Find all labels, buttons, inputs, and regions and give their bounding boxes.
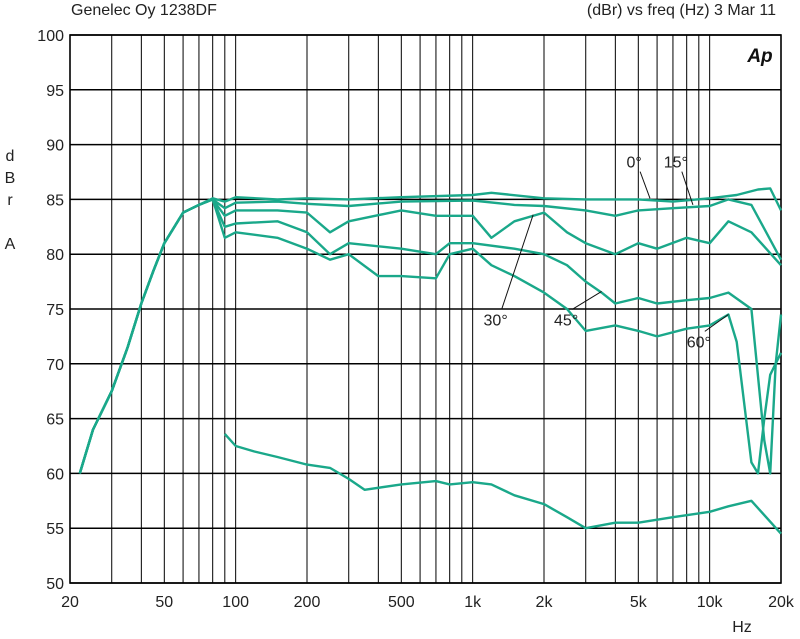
annotation-leader (704, 314, 729, 332)
annotation-label: 45° (554, 312, 578, 329)
x-tick-label: 100 (222, 594, 249, 611)
y-tick-label: 100 (37, 28, 64, 45)
y-tick-label: 90 (46, 138, 64, 155)
chart-header-left: Genelec Oy 1238DF (71, 2, 217, 19)
x-tick-label: 20k (768, 594, 795, 611)
x-axis-label: Hz (732, 619, 752, 636)
ap-logo: Ap (746, 46, 772, 67)
y-tick-label: 70 (46, 357, 64, 374)
annotation-leader (501, 214, 534, 310)
x-tick-label: 5k (630, 594, 648, 611)
y-tick-label: 55 (46, 521, 64, 538)
series-line-60deg (78, 198, 783, 475)
x-tick-label: 500 (388, 594, 415, 611)
y-tick-label: 75 (46, 302, 64, 319)
x-tick-label: 20 (61, 594, 79, 611)
plot-frame (69, 34, 782, 584)
y-tick-label: 80 (46, 247, 64, 264)
y-axis-label-char: B (5, 170, 16, 187)
annotation-label: 30° (484, 312, 508, 329)
y-tick-label: 60 (46, 466, 64, 483)
annotation-label: 15° (664, 155, 688, 172)
y-tick-label: 50 (46, 576, 64, 593)
chart-header-right: (dBr) vs freq (Hz) 3 Mar 11 (586, 2, 776, 19)
y-tick-label: 85 (46, 192, 64, 209)
x-tick-label: 50 (155, 594, 173, 611)
annotation-label: 0° (626, 155, 641, 172)
y-axis-label-char: r (7, 192, 13, 209)
annotation-leader (571, 291, 602, 310)
series-line-45deg (78, 198, 783, 475)
y-tick-label: 65 (46, 412, 64, 429)
grid-lines (69, 34, 782, 584)
y-axis-label-char: A (5, 236, 16, 253)
x-tick-label: 2k (536, 594, 554, 611)
annotation-label: 60° (687, 334, 711, 351)
series-line-off-axis-low (223, 433, 782, 535)
y-tick-label: 95 (46, 83, 64, 100)
x-tick-label: 200 (294, 594, 321, 611)
y-axis-label-char: d (6, 148, 15, 165)
annotation-leader (681, 171, 694, 206)
x-tick-label: 1k (464, 594, 482, 611)
annotation-leader (639, 171, 651, 199)
series-line-30deg (78, 198, 782, 474)
x-tick-label: 10k (697, 594, 724, 611)
series-line-15deg (78, 198, 783, 474)
